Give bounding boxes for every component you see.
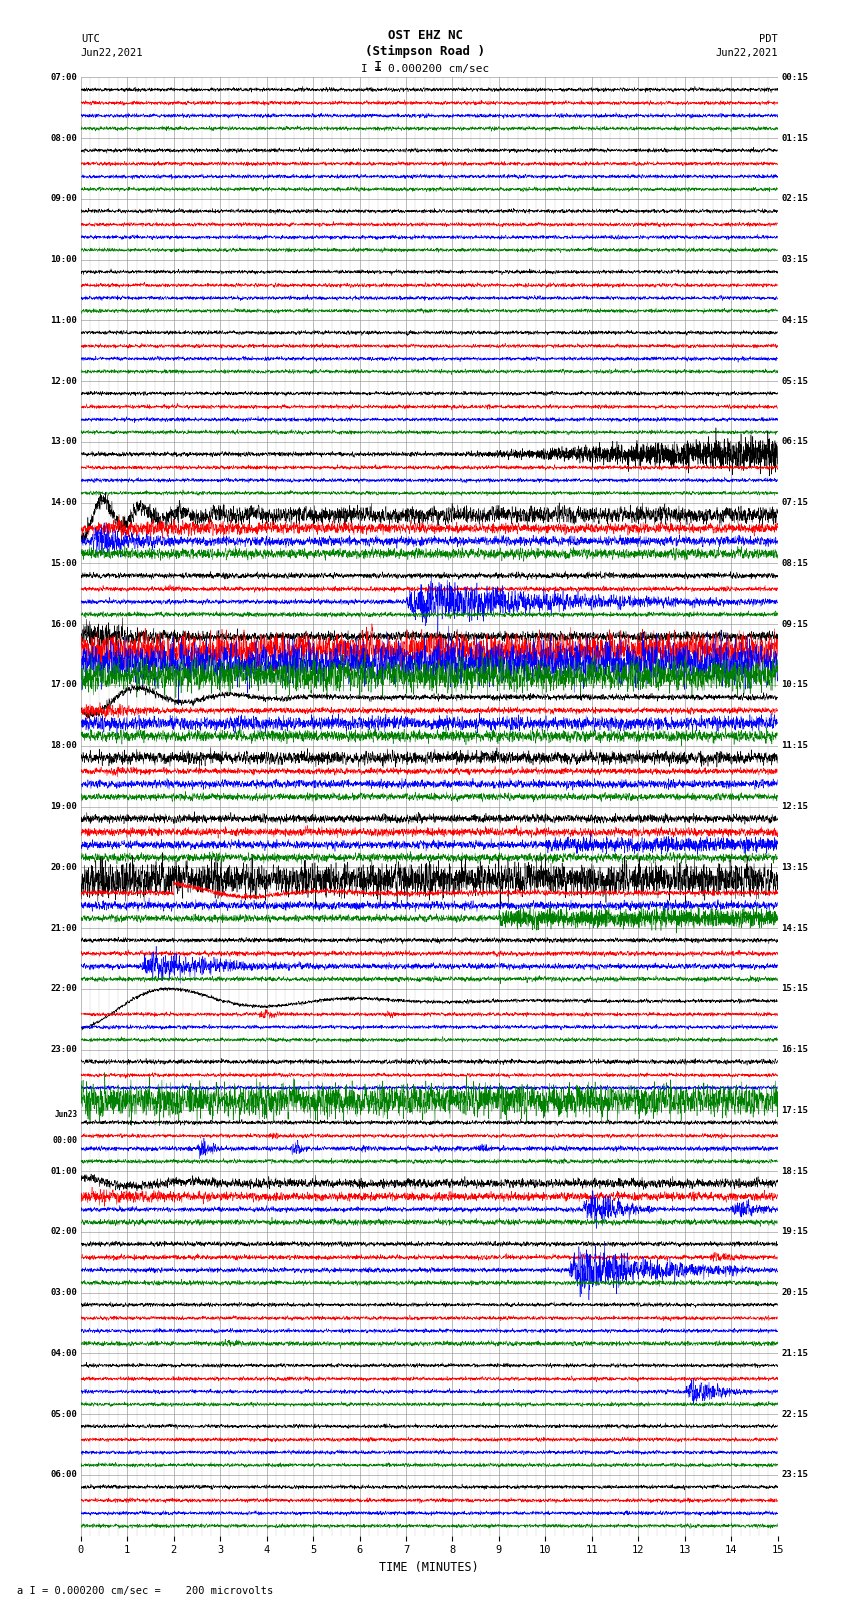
Text: 02:15: 02:15 <box>781 195 808 203</box>
Text: 23:15: 23:15 <box>781 1471 808 1479</box>
Text: 03:15: 03:15 <box>781 255 808 265</box>
Text: Jun22,2021: Jun22,2021 <box>81 48 144 58</box>
Text: 19:00: 19:00 <box>50 802 77 811</box>
Text: 23:00: 23:00 <box>50 1045 77 1053</box>
Text: 14:15: 14:15 <box>781 924 808 932</box>
Text: 17:15: 17:15 <box>781 1107 808 1115</box>
Text: 02:00: 02:00 <box>50 1227 77 1236</box>
Text: Jun22,2021: Jun22,2021 <box>715 48 778 58</box>
Text: 09:15: 09:15 <box>781 619 808 629</box>
Text: 08:15: 08:15 <box>781 560 808 568</box>
Text: 01:00: 01:00 <box>50 1166 77 1176</box>
Text: 20:00: 20:00 <box>50 863 77 871</box>
Text: UTC: UTC <box>81 34 99 44</box>
Text: 16:00: 16:00 <box>50 619 77 629</box>
Text: 05:00: 05:00 <box>50 1410 77 1418</box>
Text: 01:15: 01:15 <box>781 134 808 142</box>
Text: 06:15: 06:15 <box>781 437 808 447</box>
Text: 16:15: 16:15 <box>781 1045 808 1053</box>
Text: Jun23: Jun23 <box>54 1110 77 1119</box>
Text: 12:15: 12:15 <box>781 802 808 811</box>
Text: 13:15: 13:15 <box>781 863 808 871</box>
Text: 15:00: 15:00 <box>50 560 77 568</box>
Text: 22:15: 22:15 <box>781 1410 808 1418</box>
Text: 19:15: 19:15 <box>781 1227 808 1236</box>
Text: 11:15: 11:15 <box>781 742 808 750</box>
Text: 11:00: 11:00 <box>50 316 77 324</box>
Text: I: I <box>374 60 382 74</box>
Text: 13:00: 13:00 <box>50 437 77 447</box>
Text: 18:00: 18:00 <box>50 742 77 750</box>
Text: 04:15: 04:15 <box>781 316 808 324</box>
Text: 06:00: 06:00 <box>50 1471 77 1479</box>
Text: 20:15: 20:15 <box>781 1289 808 1297</box>
Text: PDT: PDT <box>759 34 778 44</box>
Text: 08:00: 08:00 <box>50 134 77 142</box>
Text: 07:15: 07:15 <box>781 498 808 506</box>
Text: 21:15: 21:15 <box>781 1348 808 1358</box>
Text: 04:00: 04:00 <box>50 1348 77 1358</box>
Text: 10:00: 10:00 <box>50 255 77 265</box>
Text: 15:15: 15:15 <box>781 984 808 994</box>
Text: 17:00: 17:00 <box>50 681 77 689</box>
Text: 14:00: 14:00 <box>50 498 77 506</box>
Text: I = 0.000200 cm/sec: I = 0.000200 cm/sec <box>361 65 489 74</box>
Text: 05:15: 05:15 <box>781 377 808 386</box>
Text: 03:00: 03:00 <box>50 1289 77 1297</box>
X-axis label: TIME (MINUTES): TIME (MINUTES) <box>379 1561 479 1574</box>
Text: 00:15: 00:15 <box>781 73 808 82</box>
Text: 21:00: 21:00 <box>50 924 77 932</box>
Text: 09:00: 09:00 <box>50 195 77 203</box>
Text: 10:15: 10:15 <box>781 681 808 689</box>
Text: 07:00: 07:00 <box>50 73 77 82</box>
Text: a I = 0.000200 cm/sec =    200 microvolts: a I = 0.000200 cm/sec = 200 microvolts <box>17 1586 273 1595</box>
Text: 12:00: 12:00 <box>50 377 77 386</box>
Text: OST EHZ NC: OST EHZ NC <box>388 29 462 42</box>
Text: 00:00: 00:00 <box>52 1136 77 1145</box>
Text: 22:00: 22:00 <box>50 984 77 994</box>
Text: 18:15: 18:15 <box>781 1166 808 1176</box>
Text: (Stimpson Road ): (Stimpson Road ) <box>365 45 485 58</box>
